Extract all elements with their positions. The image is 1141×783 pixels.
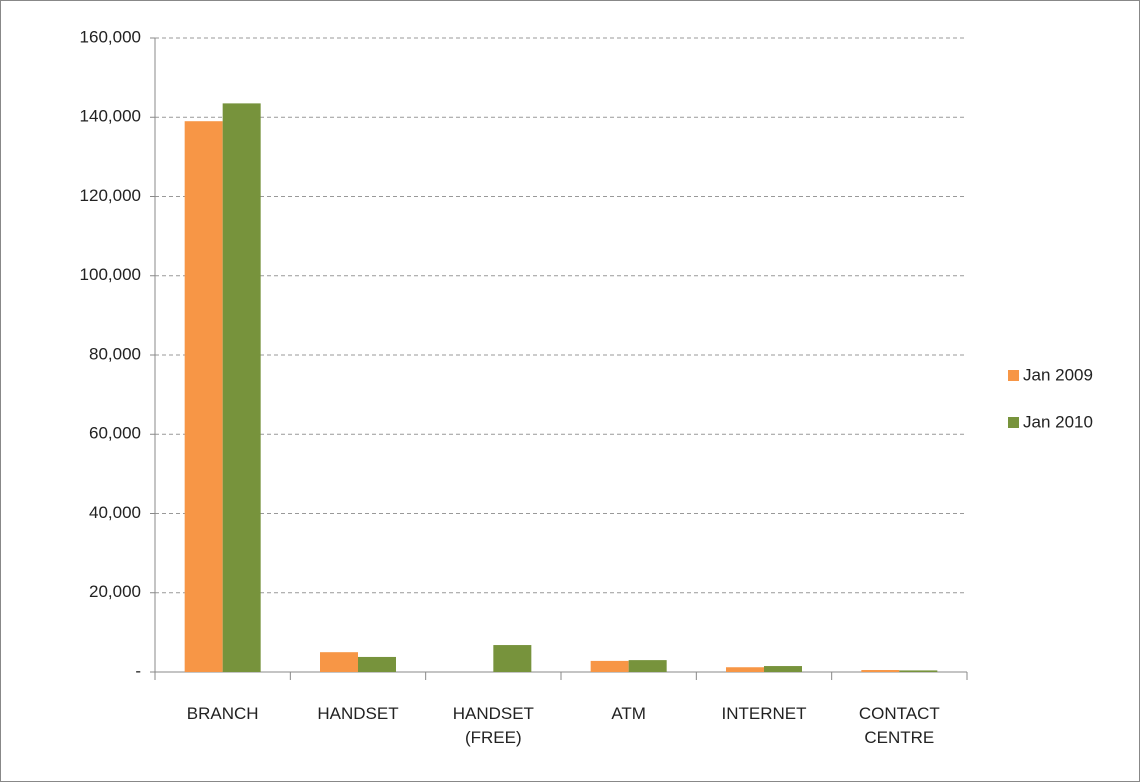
- bar: [358, 656, 396, 672]
- bar: [493, 645, 532, 672]
- bar: [764, 666, 802, 672]
- bar: [861, 670, 900, 672]
- y-tick-label: 160,000: [80, 27, 141, 46]
- y-tick-label: 80,000: [89, 344, 141, 363]
- x-tick-label: HANDSET: [317, 704, 399, 723]
- bar: [184, 121, 223, 672]
- y-tick-label: 140,000: [80, 107, 141, 126]
- x-tick-label: INTERNET: [721, 704, 807, 723]
- bar: [590, 660, 629, 672]
- x-tick-label: HANDSET (FREE): [452, 704, 534, 747]
- y-tick-label: 120,000: [80, 186, 141, 205]
- bar: [628, 660, 667, 672]
- x-tick-label: CONTACT CENTRE: [858, 704, 940, 747]
- legend-label: Jan 2010: [1023, 412, 1093, 431]
- legend-label: Jan 2009: [1023, 365, 1093, 384]
- x-tick-label: BRANCH: [186, 704, 259, 723]
- bar: [320, 652, 358, 672]
- bar: [899, 670, 938, 672]
- y-tick-label: 20,000: [89, 582, 141, 601]
- legend-swatch: [1008, 417, 1019, 428]
- y-tick-label: 60,000: [89, 424, 141, 443]
- bar: [726, 667, 764, 672]
- bar: [222, 103, 261, 673]
- legend-swatch: [1008, 370, 1019, 381]
- y-tick-label: 100,000: [80, 265, 141, 284]
- y-tick-label: -: [135, 661, 141, 680]
- x-tick-label: ATM: [611, 704, 646, 723]
- y-tick-label: 40,000: [89, 503, 141, 522]
